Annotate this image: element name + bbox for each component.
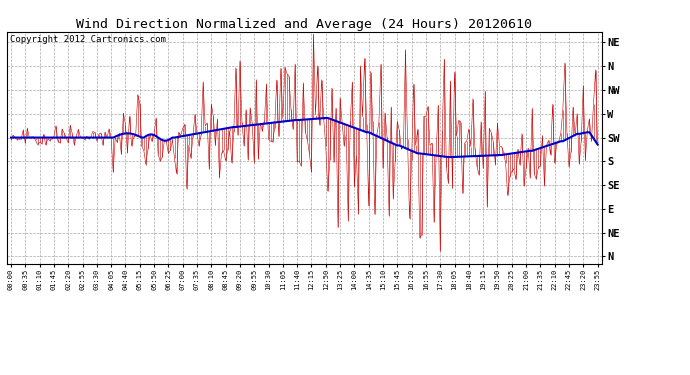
Title: Wind Direction Normalized and Average (24 Hours) 20120610: Wind Direction Normalized and Average (2…: [77, 18, 532, 31]
Text: Copyright 2012 Cartronics.com: Copyright 2012 Cartronics.com: [10, 35, 166, 44]
